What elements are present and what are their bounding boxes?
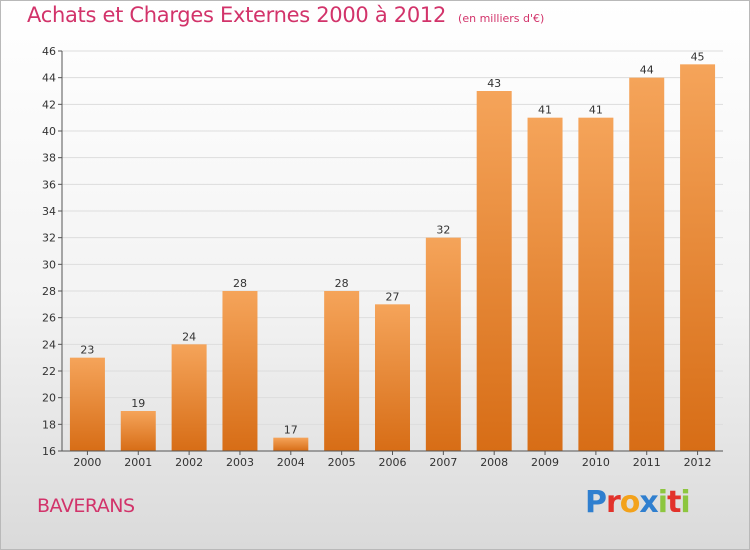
bar (527, 117, 563, 452)
bar-value-label: 45 (691, 50, 705, 63)
bar (324, 291, 360, 451)
chart-title: Achats et Charges Externes 2000 à 2012 (e… (27, 3, 544, 27)
x-tick-label: 2002 (175, 456, 203, 469)
brand-letter: o (619, 485, 641, 520)
bar (578, 117, 614, 452)
bar-value-label: 28 (335, 277, 349, 290)
y-tick-label: 36 (42, 178, 56, 191)
y-tick-label: 46 (42, 45, 56, 58)
bar (69, 357, 105, 451)
x-tick-label: 2006 (379, 456, 407, 469)
bar-value-label: 41 (589, 104, 603, 117)
bar (375, 304, 410, 451)
x-tick-label: 2004 (277, 456, 305, 469)
x-tick-label: 2010 (582, 456, 610, 469)
x-tick-label: 2000 (73, 456, 101, 469)
bar-value-label: 23 (80, 344, 94, 357)
bar-value-label: 32 (436, 224, 450, 237)
y-tick-label: 22 (42, 365, 56, 378)
bar (171, 344, 207, 451)
brand-letter: P (585, 485, 607, 520)
x-tick-label: 2011 (633, 456, 661, 469)
y-tick-label: 28 (42, 285, 56, 298)
y-tick-label: 26 (42, 312, 56, 325)
bar-value-label: 17 (284, 424, 298, 437)
y-tick-label: 16 (42, 445, 56, 458)
y-tick-label: 34 (42, 205, 56, 218)
bar (222, 291, 258, 451)
brand-letter: t (667, 485, 681, 520)
bar (425, 237, 461, 451)
bar-value-label: 19 (131, 397, 145, 410)
brand-letter: r (606, 485, 621, 520)
bar-value-label: 28 (233, 277, 247, 290)
x-tick-label: 2001 (124, 456, 152, 469)
brand-letter: i (680, 485, 690, 520)
x-tick-label: 2003 (226, 456, 254, 469)
chart-title-text: Achats et Charges Externes 2000 à 2012 (27, 3, 447, 27)
y-tick-label: 38 (42, 152, 56, 165)
commune-name: BAVERANS (37, 495, 135, 517)
x-tick-label: 2005 (328, 456, 356, 469)
bar (476, 91, 512, 451)
bar-value-label: 43 (487, 77, 501, 90)
y-tick-label: 20 (42, 392, 56, 405)
y-tick-label: 40 (42, 125, 56, 138)
brand-letter: x (639, 485, 658, 520)
x-tick-label: 2008 (480, 456, 508, 469)
x-tick-label: 2007 (429, 456, 457, 469)
y-tick-label: 30 (42, 258, 56, 271)
y-tick-label: 32 (42, 232, 56, 245)
y-tick-label: 44 (42, 72, 56, 85)
chart-subtitle: (en milliers d'€) (458, 12, 545, 25)
axes: 16 18 20 22 24 26 28 30 32 34 36 38 40 42 44 46 2000 2001… (42, 45, 723, 469)
bar (629, 77, 665, 452)
x-tick-label: 2009 (531, 456, 559, 469)
y-tick-label: 18 (42, 418, 56, 431)
bar-value-label: 44 (640, 64, 654, 77)
y-tick-label: 42 (42, 98, 56, 111)
x-tick-label: 2012 (684, 456, 712, 469)
brand-letter: i (657, 485, 668, 520)
bars: 23 19 24 28 17 28 27 32 43 41 41 44 45 (69, 50, 716, 452)
y-tick-label: 24 (42, 338, 56, 351)
bar-value-label: 24 (182, 330, 196, 343)
bar-value-label: 27 (386, 290, 400, 303)
bar-value-label: 41 (538, 104, 552, 117)
bar (680, 64, 716, 452)
bar (120, 411, 156, 451)
bar (273, 437, 309, 451)
brand-logo: Proxiti (585, 485, 691, 520)
